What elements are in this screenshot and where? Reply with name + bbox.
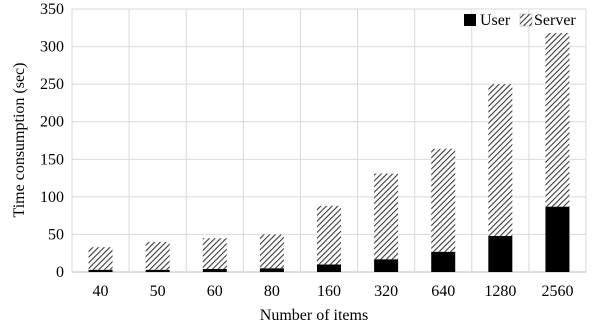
- bar-user-1280: [488, 235, 513, 272]
- bar-user-320: [374, 259, 399, 272]
- y-tick-label: 350: [40, 1, 64, 18]
- bar-server-60: [202, 238, 227, 269]
- legend: User Server: [464, 12, 576, 29]
- x-tick-label: 60: [207, 283, 223, 300]
- x-tick-label: 2560: [541, 283, 573, 300]
- bar-server-80: [259, 234, 284, 269]
- tick-labels: 0 50 100 150 200 250 300 350 40 50 60 80 160 320 640 12…: [40, 1, 573, 300]
- bar-server-2560: [545, 33, 570, 207]
- x-tick-label: 320: [374, 283, 398, 300]
- bars: [88, 33, 570, 272]
- bar-user-60: [202, 268, 227, 272]
- x-tick-label: 640: [431, 283, 455, 300]
- y-tick-label: 100: [40, 189, 64, 206]
- bar-user-2560: [545, 206, 570, 272]
- y-tick-label: 250: [40, 76, 64, 93]
- bar-user-50: [145, 269, 170, 272]
- legend-swatch-user: [464, 14, 476, 26]
- x-tick-label: 80: [264, 283, 280, 300]
- y-tick-label: 50: [48, 226, 64, 243]
- x-tick-label: 50: [150, 283, 166, 300]
- bar-server-1280: [488, 84, 513, 236]
- bar-server-640: [431, 148, 456, 252]
- x-tick-label: 160: [317, 283, 341, 300]
- bar-server-50: [145, 241, 170, 270]
- x-tick-label: 40: [93, 283, 109, 300]
- bar-user-80: [259, 268, 284, 272]
- bar-user-40: [88, 269, 113, 272]
- bar-server-160: [317, 205, 341, 265]
- y-tick-label: 200: [40, 114, 64, 131]
- y-tick-label: 300: [40, 39, 64, 56]
- x-tick-label: 1280: [484, 283, 516, 300]
- legend-swatch-server: [519, 13, 533, 27]
- gridlines: [71, 8, 587, 273]
- legend-label-server: Server: [534, 12, 576, 29]
- y-tick-label: 150: [40, 151, 64, 168]
- y-axis-label: Time consumption (sec): [11, 63, 28, 218]
- bar-user-640: [431, 251, 456, 272]
- bar-server-40: [88, 247, 113, 270]
- bar-user-160: [317, 264, 341, 272]
- x-axis-label: Number of items: [260, 307, 368, 324]
- legend-label-user: User: [480, 12, 511, 29]
- bar-server-320: [374, 173, 399, 260]
- y-tick-label: 0: [56, 264, 64, 281]
